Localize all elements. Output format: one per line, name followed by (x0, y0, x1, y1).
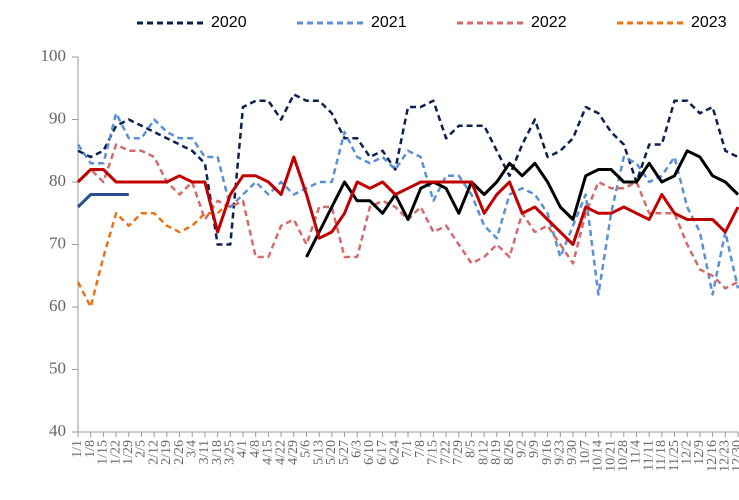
x-tick-label: 11/11 (641, 440, 656, 471)
x-tick-label: 1/22 (108, 440, 123, 465)
x-tick-label: 10/14 (591, 440, 606, 472)
x-tick-label: 6/17 (375, 440, 390, 465)
x-tick-label: 5/6 (299, 440, 314, 458)
x-tick-label: 9/16 (540, 440, 555, 465)
x-tick-label: 3/11 (197, 440, 212, 464)
x-tick-label: 2/26 (172, 440, 187, 465)
x-tick-label: 7/1 (400, 440, 415, 458)
x-tick-label: 4/15 (261, 440, 276, 465)
x-tick-label: 9/9 (527, 440, 542, 458)
x-tick-label: 5/27 (337, 440, 352, 465)
x-tick-label: 6/10 (362, 440, 377, 465)
legend-label: 2023 (691, 14, 727, 31)
series-line (76, 193, 129, 209)
legend-label: 2022 (531, 14, 567, 31)
x-tick-label: 8/19 (489, 440, 504, 465)
x-tick-label: 2/5 (134, 440, 149, 458)
x-tick-label: 4/22 (273, 440, 288, 465)
y-tick-label: 90 (49, 108, 66, 127)
y-tick-label: 70 (49, 233, 66, 252)
x-tick-label: 11/18 (654, 440, 669, 471)
x-tick-label: 10/28 (616, 440, 631, 472)
x-tick-label: 7/22 (438, 440, 453, 465)
x-tick-label: 2/12 (146, 440, 161, 465)
x-tick-label: 4/29 (286, 440, 301, 465)
x-tick-label: 11/25 (667, 440, 682, 471)
x-tick-label: 6/24 (388, 440, 403, 465)
x-tick-label: 10/7 (578, 440, 593, 465)
x-tick-label: 4/8 (248, 440, 263, 458)
x-tick-label: 8/12 (476, 440, 491, 465)
x-tick-label: 4/1 (235, 440, 250, 458)
y-tick-label: 60 (49, 296, 66, 315)
x-tick-label: 3/18 (210, 440, 225, 465)
x-tick-label: 7/29 (451, 440, 466, 465)
x-tick-label: 12/2 (679, 440, 694, 465)
legend-label: 2020 (211, 14, 247, 31)
x-tick-label: 1/8 (83, 440, 98, 458)
legend-label: 2021 (371, 14, 407, 31)
x-tick-label: 8/5 (464, 440, 479, 458)
x-tick-label: 5/13 (311, 440, 326, 465)
x-tick-label: 1/1 (70, 440, 85, 458)
x-tick-label: 9/23 (553, 440, 568, 465)
x-tick-label: 12/30 (730, 440, 739, 472)
x-tick-label: 7/8 (413, 440, 428, 458)
y-tick-label: 80 (49, 171, 66, 190)
x-tick-label: 3/4 (184, 440, 199, 458)
x-tick-label: 1/15 (96, 440, 111, 465)
x-tick-label: 8/26 (502, 440, 517, 465)
x-tick-label: 3/25 (223, 440, 238, 465)
x-tick-label: 2/19 (159, 440, 174, 465)
x-tick-label: 9/30 (565, 440, 580, 465)
series-line (305, 149, 739, 258)
x-tick-label: 9/2 (514, 440, 529, 458)
x-tick-label: 6/3 (349, 440, 364, 458)
series-line (76, 112, 739, 296)
x-tick-label: 10/21 (603, 440, 618, 472)
x-tick-label: 11/4 (629, 440, 644, 464)
x-tick-label: 12/9 (692, 440, 707, 465)
x-tick-label: 1/29 (121, 440, 136, 465)
series-line (76, 199, 232, 309)
x-tick-label: 12/23 (718, 440, 733, 472)
y-tick-label: 40 (49, 421, 66, 440)
x-tick-label: 12/16 (705, 440, 720, 472)
series-line (76, 155, 739, 246)
x-tick-label: 7/15 (426, 440, 441, 465)
series-line (77, 93, 739, 246)
y-tick-label: 50 (49, 358, 66, 377)
y-tick-label: 100 (41, 46, 67, 65)
x-tick-label: 5/20 (324, 440, 339, 465)
